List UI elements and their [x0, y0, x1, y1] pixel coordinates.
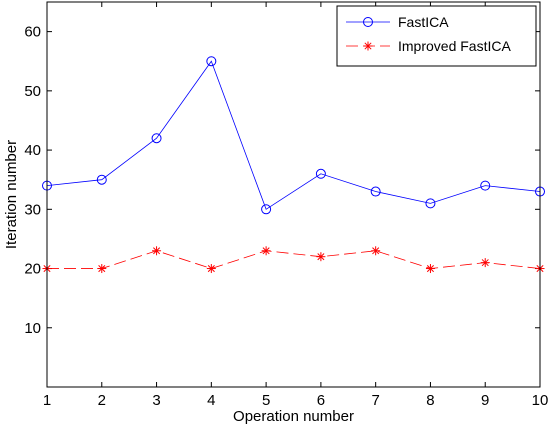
y-tick-label: 20	[24, 261, 41, 278]
legend: FastICA Improved FastICA	[336, 5, 537, 67]
series-fastica	[42, 56, 545, 215]
legend-label: Improved FastICA	[398, 38, 511, 54]
series-layer	[42, 56, 545, 274]
legend-entries: FastICA Improved FastICA	[346, 14, 511, 54]
x-tick-label: 7	[371, 392, 379, 409]
data-point-asterisk	[152, 246, 162, 256]
x-tick-label: 5	[262, 392, 270, 409]
y-tick-label: 60	[24, 24, 41, 41]
data-point-circle	[151, 133, 162, 144]
x-tick-label: 3	[152, 392, 160, 409]
data-point-asterisk	[316, 252, 326, 262]
y-tick-label: 30	[24, 201, 41, 218]
data-point-circle	[363, 17, 373, 27]
legend-entry: FastICA	[346, 14, 449, 30]
data-point-asterisk	[480, 258, 490, 268]
y-tick-label: 40	[24, 142, 41, 159]
data-point-asterisk	[371, 246, 381, 256]
x-tick-label: 1	[43, 392, 51, 409]
y-axis-title: Iteration number	[3, 140, 20, 249]
x-tick-label: 6	[317, 392, 325, 409]
y-tick-labels: 10 20 30 40 50 60	[24, 24, 41, 337]
legend-label: FastICA	[398, 14, 449, 30]
data-point-circle	[315, 168, 326, 179]
data-point-asterisk	[206, 264, 216, 274]
plot-frame	[46, 1, 541, 388]
y-tick-label: 50	[24, 83, 41, 100]
x-tick-label: 8	[426, 392, 434, 409]
data-point-circle	[425, 198, 436, 209]
x-tick-label: 10	[532, 392, 549, 409]
data-point-asterisk	[261, 246, 271, 256]
data-point-asterisk	[425, 264, 435, 274]
data-point-asterisk	[363, 41, 373, 51]
x-tick-label: 9	[481, 392, 489, 409]
data-point-circle	[480, 180, 491, 191]
series-line	[46, 60, 541, 210]
data-point-circle	[96, 174, 107, 185]
legend-box	[336, 5, 537, 67]
x-axis-title: Operation number	[233, 408, 354, 425]
x-tick-labels: 1 2 3 4 5 6 7 8 9 10	[43, 392, 549, 409]
data-point-circle	[206, 56, 217, 67]
data-point-circle	[261, 204, 272, 215]
series-line	[47, 250, 541, 269]
y-tick-label: 10	[24, 320, 41, 337]
x-tick-label: 2	[98, 392, 106, 409]
data-point-asterisk	[97, 264, 107, 274]
x-tick-label: 4	[207, 392, 215, 409]
data-point-circle	[370, 186, 381, 197]
legend-entry: Improved FastICA	[346, 38, 511, 54]
